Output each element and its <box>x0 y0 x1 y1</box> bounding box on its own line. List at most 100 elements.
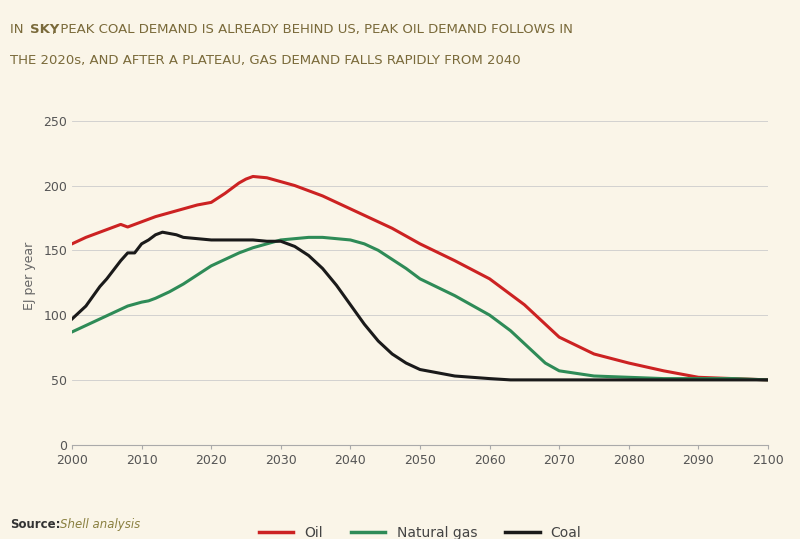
Natural gas <box>206 262 216 269</box>
Coal <box>541 377 550 383</box>
Oil <box>193 202 202 208</box>
Natural gas <box>262 240 272 247</box>
Oil <box>206 199 216 205</box>
Natural gas <box>506 327 515 334</box>
Natural gas <box>144 298 154 304</box>
Natural gas <box>137 299 146 306</box>
Coal <box>694 377 703 383</box>
Oil <box>485 275 494 282</box>
Oil <box>150 213 160 220</box>
Coal <box>220 237 230 243</box>
Oil <box>387 225 397 232</box>
Oil <box>95 229 105 236</box>
Oil <box>262 175 272 181</box>
Oil <box>346 205 355 212</box>
Natural gas <box>304 234 314 240</box>
Natural gas <box>589 373 598 379</box>
Coal <box>624 377 634 383</box>
Natural gas <box>123 303 133 309</box>
Natural gas <box>763 377 773 383</box>
Natural gas <box>624 374 634 381</box>
Natural gas <box>332 236 342 242</box>
Oil <box>137 219 146 225</box>
Natural gas <box>519 341 529 347</box>
Natural gas <box>554 368 564 374</box>
Coal <box>234 237 244 243</box>
Coal <box>276 238 286 245</box>
Oil <box>165 210 174 216</box>
Natural gas <box>220 256 230 262</box>
Text: Source:: Source: <box>10 518 61 531</box>
Natural gas <box>178 281 188 287</box>
Natural gas <box>659 375 669 382</box>
Oil <box>374 219 383 225</box>
Oil <box>519 301 529 308</box>
Oil <box>554 334 564 340</box>
Natural gas <box>450 293 459 299</box>
Natural gas <box>109 309 118 316</box>
Coal <box>171 232 181 238</box>
Oil <box>694 374 703 381</box>
Natural gas <box>402 265 411 272</box>
Natural gas <box>67 329 77 335</box>
Coal <box>95 284 105 290</box>
Oil <box>248 173 258 179</box>
Natural gas <box>415 275 425 282</box>
Natural gas <box>694 375 703 382</box>
Coal <box>589 377 598 383</box>
Coal <box>67 316 77 322</box>
Natural gas <box>234 250 244 256</box>
Oil <box>220 190 230 197</box>
Coal <box>116 258 126 264</box>
Oil <box>318 192 327 199</box>
Coal <box>304 252 314 259</box>
Natural gas <box>290 236 299 242</box>
Coal <box>415 367 425 373</box>
Natural gas <box>485 312 494 319</box>
Coal <box>346 301 355 308</box>
Natural gas <box>346 237 355 243</box>
Y-axis label: EJ per year: EJ per year <box>23 242 36 310</box>
Oil <box>290 182 299 189</box>
Coal <box>150 232 160 238</box>
Coal <box>206 237 216 243</box>
Coal <box>359 321 369 327</box>
Coal <box>137 240 146 247</box>
Natural gas <box>374 247 383 253</box>
Coal <box>554 377 564 383</box>
Natural gas <box>248 245 258 251</box>
Coal <box>485 375 494 382</box>
Text: SKY: SKY <box>30 23 60 37</box>
Natural gas <box>95 316 105 322</box>
Coal <box>450 373 459 379</box>
Oil <box>81 234 90 240</box>
Oil <box>359 212 369 219</box>
Oil <box>116 221 126 227</box>
Coal <box>144 237 154 243</box>
Oil <box>276 178 286 185</box>
Coal <box>158 229 167 236</box>
Oil <box>450 258 459 264</box>
Oil <box>242 176 251 182</box>
Coal <box>387 351 397 357</box>
Oil <box>659 368 669 374</box>
Line: Coal: Coal <box>72 232 768 380</box>
Oil <box>763 377 773 383</box>
Coal <box>763 377 773 383</box>
Oil <box>67 240 77 247</box>
Text: IN: IN <box>10 23 28 37</box>
Oil <box>178 205 188 212</box>
Line: Oil: Oil <box>72 176 768 380</box>
Natural gas <box>165 288 174 295</box>
Natural gas <box>81 322 90 329</box>
Coal <box>102 275 111 282</box>
Line: Natural gas: Natural gas <box>72 237 768 380</box>
Coal <box>506 377 515 383</box>
Coal <box>402 360 411 367</box>
Coal <box>262 238 272 245</box>
Oil <box>589 351 598 357</box>
Coal <box>374 338 383 344</box>
Oil <box>624 360 634 367</box>
Natural gas <box>541 360 550 367</box>
Text: , PEAK COAL DEMAND IS ALREADY BEHIND US, PEAK OIL DEMAND FOLLOWS IN: , PEAK COAL DEMAND IS ALREADY BEHIND US,… <box>52 23 573 37</box>
